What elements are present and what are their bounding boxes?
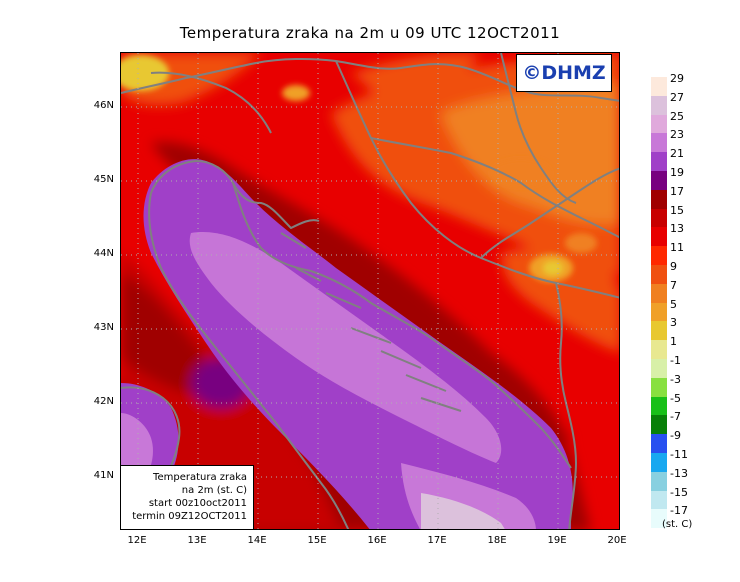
- map-title: Temperatura zraka na 2m u 09 UTC 12OCT20…: [179, 24, 561, 42]
- colorbar-units: (st. C): [662, 519, 693, 530]
- colorbar-swatch: [651, 302, 667, 322]
- colorbar-swatch: [651, 77, 667, 96]
- colorbar-label: 23: [670, 128, 684, 142]
- colorbar-label: 5: [670, 297, 677, 311]
- colorbar-label: -5: [670, 391, 681, 405]
- colorbar-label: 27: [670, 90, 684, 104]
- colorbar-swatch: [651, 415, 667, 435]
- colorbar-label: 19: [670, 166, 684, 179]
- colorbar-swatch: [651, 377, 667, 397]
- lon-label-16e: 16E: [367, 535, 387, 546]
- colorbar-swatch: [651, 170, 667, 190]
- colorbar-swatch: [651, 114, 667, 134]
- colorbar-swatch: [651, 208, 667, 228]
- colorbar-swatch: [651, 396, 667, 416]
- colorbar-label: 29: [670, 72, 684, 85]
- colorbar-label: 21: [670, 147, 684, 161]
- dhmz-logo: ©DHMZ: [516, 54, 612, 92]
- colorbar: [651, 77, 667, 529]
- lon-label-17e: 17E: [427, 535, 447, 546]
- colorbar-swatch: [651, 490, 667, 510]
- colorbar-swatch: [651, 95, 667, 115]
- orange-region: [121, 53, 619, 353]
- colorbar-label: 17: [670, 184, 684, 198]
- colorbar-swatch: [651, 152, 667, 171]
- info-termin: termin 09Z12OCT2011: [132, 511, 247, 522]
- lon-label-14e: 14E: [247, 535, 267, 546]
- colorbar-swatch: [651, 189, 667, 209]
- temperature-map[interactable]: [120, 52, 620, 530]
- gridlines: [121, 53, 619, 529]
- lat-label-45n: 45N: [93, 174, 114, 185]
- colorbar-label: 9: [670, 260, 677, 273]
- colorbar-swatch: [651, 227, 667, 247]
- colorbar-label: -13: [670, 466, 688, 480]
- info-variable: Temperatura zraka: [153, 472, 247, 483]
- colorbar-label: -1: [670, 354, 681, 367]
- colorbar-label: 1: [670, 335, 677, 349]
- colorbar-swatch: [651, 434, 667, 453]
- colorbar-swatch: [651, 133, 667, 153]
- info-units: na 2m (st. C): [181, 485, 247, 496]
- colorbar-swatch: [651, 509, 667, 529]
- colorbar-label: -17: [670, 504, 688, 518]
- colorbar-label: -9: [670, 429, 681, 443]
- colorbar-swatch: [651, 452, 667, 472]
- colorbar-swatch: [651, 283, 667, 303]
- colorbar-label: 3: [670, 316, 677, 330]
- colorbar-swatch: [651, 471, 667, 491]
- temperature-field: [121, 53, 619, 529]
- colorbar-label: -7: [670, 410, 681, 424]
- lon-label-15e: 15E: [307, 535, 327, 546]
- cool-spots: [121, 55, 597, 282]
- colorbar-swatch: [651, 264, 667, 284]
- colorbar-label: 7: [670, 278, 677, 292]
- lat-label-41n: 41N: [93, 470, 114, 481]
- lon-label-12e: 12E: [127, 535, 147, 546]
- colorbar-label: 13: [670, 222, 684, 236]
- lon-label-19e: 19E: [547, 535, 567, 546]
- lat-label-46n: 46N: [93, 100, 114, 111]
- colorbar-swatch: [651, 358, 667, 378]
- colorbar-label: -3: [670, 372, 681, 386]
- colorbar-label: -15: [670, 485, 688, 499]
- lat-label-43n: 43N: [93, 322, 114, 333]
- colorbar-swatch: [651, 340, 667, 359]
- info-box: Temperatura zraka na 2m (st. C) start 00…: [120, 465, 254, 530]
- colorbar-label: 15: [670, 203, 684, 217]
- lat-label-42n: 42N: [93, 396, 114, 407]
- info-start: start 00z10oct2011: [148, 498, 247, 509]
- colorbar-label: 25: [670, 109, 684, 123]
- colorbar-label: 11: [670, 241, 684, 255]
- colorbar-label: -11: [670, 448, 688, 461]
- colorbar-swatch: [651, 321, 667, 341]
- lon-label-20e: 20E: [607, 535, 627, 546]
- colorbar-swatch: [651, 246, 667, 265]
- lon-label-18e: 18E: [487, 535, 507, 546]
- lat-label-44n: 44N: [93, 248, 114, 259]
- lon-label-13e: 13E: [187, 535, 207, 546]
